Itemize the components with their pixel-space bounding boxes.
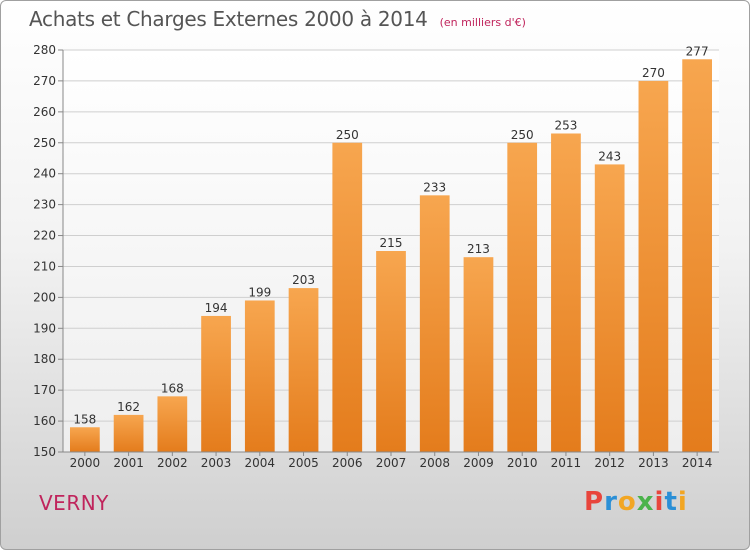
bar <box>594 164 625 452</box>
x-tick-label: 2002 <box>157 456 188 470</box>
x-tick-label: 2001 <box>113 456 144 470</box>
y-tick-label: 230 <box>33 198 56 212</box>
x-tick-label: 2014 <box>682 456 713 470</box>
x-tick-label: 2008 <box>419 456 450 470</box>
bar <box>332 142 363 452</box>
bar <box>113 414 144 452</box>
logo-letter: r <box>604 487 618 517</box>
data-label: 215 <box>380 236 403 250</box>
data-label: 203 <box>292 273 315 287</box>
x-tick-label: 2009 <box>463 456 494 470</box>
data-label: 162 <box>117 400 140 414</box>
x-tick-label: 2003 <box>201 456 232 470</box>
proxiti-logo: Proxiti <box>584 487 688 517</box>
logo-letter: i <box>677 487 688 517</box>
logo-letter: P <box>584 487 605 517</box>
y-tick-label: 160 <box>33 414 56 428</box>
x-tick-label: 2000 <box>70 456 101 470</box>
bar <box>682 59 713 453</box>
logo-letter: t <box>664 487 678 517</box>
x-tick-label: 2004 <box>245 456 276 470</box>
bar <box>244 300 275 452</box>
data-label: 194 <box>205 301 228 315</box>
data-label: 213 <box>467 242 490 256</box>
x-tick-label: 2011 <box>551 456 582 470</box>
x-tick-label: 2007 <box>376 456 407 470</box>
x-tick-label: 2013 <box>638 456 669 470</box>
data-label: 233 <box>423 180 446 194</box>
y-tick-label: 200 <box>33 290 56 304</box>
x-tick-label: 2010 <box>507 456 538 470</box>
y-tick-label: 180 <box>33 352 56 366</box>
bar <box>507 142 538 452</box>
y-tick-label: 150 <box>33 445 56 459</box>
bar <box>463 257 494 452</box>
chart-title: Achats et Charges Externes 2000 à 2014 (… <box>29 7 526 31</box>
bar <box>419 195 450 453</box>
place-name: VERNY <box>39 491 109 515</box>
data-label: 270 <box>642 66 665 80</box>
y-tick-label: 220 <box>33 229 56 243</box>
data-label: 243 <box>598 149 621 163</box>
data-label: 277 <box>686 44 709 58</box>
y-tick-label: 280 <box>33 43 56 57</box>
x-tick-label: 2006 <box>332 456 363 470</box>
data-label: 253 <box>554 118 577 132</box>
y-tick-label: 240 <box>33 167 56 181</box>
x-tick-label: 2005 <box>288 456 319 470</box>
logo-letter: i <box>654 487 665 517</box>
y-tick-label: 170 <box>33 383 56 397</box>
bar <box>551 133 581 452</box>
logo-letter: o <box>617 487 637 517</box>
bar <box>638 80 669 452</box>
bar <box>69 427 100 452</box>
y-tick-label: 190 <box>33 321 56 335</box>
data-label: 250 <box>511 128 534 142</box>
data-label: 168 <box>161 381 184 395</box>
y-tick-label: 270 <box>33 74 56 88</box>
y-tick-label: 210 <box>33 259 56 273</box>
subtitle-text: (en milliers d'€) <box>439 16 526 29</box>
bar <box>376 251 406 452</box>
logo-letter: x <box>636 487 655 517</box>
y-tick-label: 260 <box>33 105 56 119</box>
bar <box>201 315 231 452</box>
x-tick-label: 2012 <box>594 456 625 470</box>
data-label: 199 <box>248 285 271 299</box>
bar <box>288 288 319 452</box>
data-label: 250 <box>336 128 359 142</box>
bar <box>157 396 188 452</box>
title-text: Achats et Charges Externes 2000 à 2014 <box>29 7 428 31</box>
data-label: 158 <box>73 412 96 426</box>
y-tick-label: 250 <box>33 136 56 150</box>
